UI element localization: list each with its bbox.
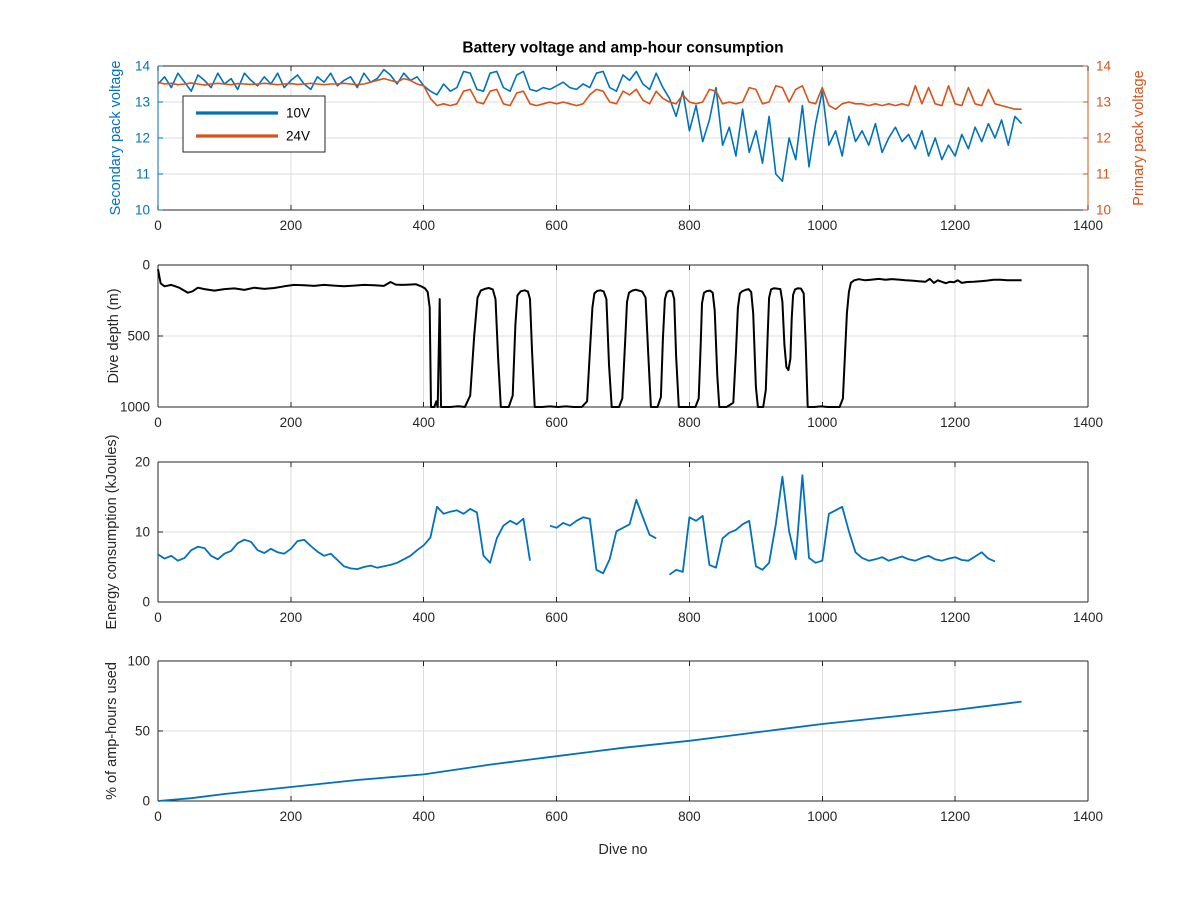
y-tick-label-right: 14	[1096, 59, 1112, 74]
subplot-dive-depth: 0 200 400 600 800 1000 1200 1400 0 500 1000	[120, 258, 1103, 431]
x-tick-label: 0	[154, 415, 162, 430]
legend: 10V 24V	[182, 95, 326, 153]
x-tick-label: 800	[678, 218, 701, 233]
x-tick-label: 800	[678, 415, 701, 430]
x-tick-label: 400	[412, 218, 435, 233]
y-tick-label-right: 11	[1096, 167, 1110, 182]
x-tick-label: 1000	[807, 809, 837, 824]
x-tick-label: 600	[545, 610, 568, 625]
x-tick-label: 200	[280, 809, 303, 824]
x-tick-label: 1400	[1073, 415, 1103, 430]
x-tick-label: 600	[545, 415, 568, 430]
x-tick-label: 1200	[940, 218, 970, 233]
x-tick-label: 600	[545, 809, 568, 824]
y-tick-label: 10	[135, 525, 150, 540]
x-tick-label: 1200	[940, 610, 970, 625]
x-tick-label: 1000	[807, 415, 837, 430]
y-tick-label: 11	[136, 167, 150, 182]
x-tick-label: 800	[678, 610, 701, 625]
subplot-amp-hours-used: 0 200 400 600 800 1000 1200 1400 0 50 100	[127, 654, 1103, 825]
ylabel-secondary-pack-voltage: Secondary pack voltage	[107, 60, 124, 216]
x-tick-label: 1400	[1073, 218, 1103, 233]
y-tick-label: 0	[142, 595, 150, 610]
series-10V	[157, 68, 1023, 182]
y-tick-label: 10	[135, 203, 150, 218]
y-tick-label: 1000	[120, 400, 150, 415]
series-24V	[157, 77, 1022, 110]
subplot-energy-consumption: 0 200 400 600 800 1000 1200 1400 0 10 20	[135, 455, 1103, 626]
x-tick-label: 1400	[1073, 809, 1103, 824]
x-tick-label: 1000	[807, 218, 837, 233]
x-tick-label: 400	[412, 610, 435, 625]
x-tick-label: 1400	[1073, 610, 1103, 625]
x-tick-label: 0	[154, 610, 162, 625]
y-tick-label: 0	[142, 258, 150, 273]
x-tick-label: 200	[280, 218, 303, 233]
y-tick-label: 12	[135, 131, 150, 146]
x-tick-label: 0	[154, 809, 162, 824]
legend-label-24V: 24V	[286, 129, 310, 144]
y-tick-label-right: 13	[1096, 95, 1111, 110]
chart-title: Battery voltage and amp-hour consumption	[462, 39, 784, 57]
series-energy	[158, 475, 1022, 574]
ylabel-dive-depth: Dive depth (m)	[105, 288, 122, 384]
x-tick-label: 1000	[807, 610, 837, 625]
x-tick-label: 0	[154, 218, 162, 233]
ylabel-primary-pack-voltage: Primary pack voltage	[1130, 70, 1147, 206]
y-tick-label: 13	[135, 95, 150, 110]
y-tick-label: 50	[135, 724, 150, 739]
y-tick-label: 500	[127, 329, 150, 344]
y-tick-label: 20	[135, 455, 150, 470]
x-tick-label: 400	[412, 809, 435, 824]
y-tick-label: 0	[142, 794, 150, 809]
legend-box	[182, 95, 326, 153]
xlabel-dive-no: Dive no	[598, 841, 648, 858]
y-tick-label-right: 12	[1096, 131, 1111, 146]
y-tick-label: 100	[127, 654, 150, 669]
ylabel-amp-hours-used: % of amp-hours used	[103, 662, 120, 800]
series-pct-amp-hours	[157, 700, 1022, 802]
x-tick-label: 400	[412, 415, 435, 430]
x-tick-label: 600	[545, 218, 568, 233]
x-tick-label: 1200	[940, 415, 970, 430]
x-tick-label: 800	[678, 809, 701, 824]
legend-label-10V: 10V	[286, 106, 310, 121]
x-tick-label: 200	[280, 415, 303, 430]
series-depth	[157, 269, 1022, 408]
y-tick-label-right: 10	[1096, 203, 1111, 218]
ylabel-energy-consumption: Energy consumption (kJoules)	[103, 434, 120, 630]
y-tick-label: 14	[135, 59, 151, 74]
x-tick-label: 200	[280, 610, 303, 625]
x-tick-label: 1200	[940, 809, 970, 824]
